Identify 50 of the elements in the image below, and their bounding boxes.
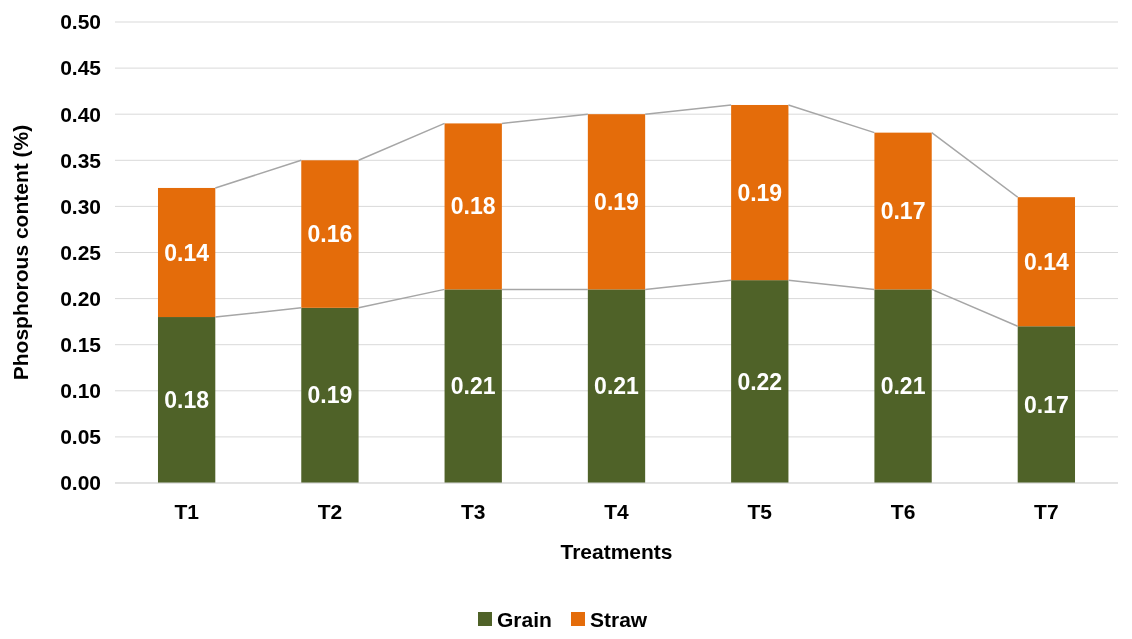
x-tick-label: T4 [604,500,630,523]
x-axis-title: Treatments [560,540,673,563]
legend-label: Straw [590,608,648,631]
data-label: 0.16 [307,221,353,248]
data-label: 0.17 [880,198,926,225]
x-tick-label: T5 [747,500,773,523]
data-label: 0.21 [880,373,926,400]
data-label: 0.18 [450,193,496,220]
data-label: 0.14 [164,239,210,266]
y-tick-label: 0.35 [60,148,102,172]
bar [444,289,502,483]
x-tick-label: T3 [460,500,486,523]
bar [301,160,359,308]
y-tick-label: 0.00 [60,471,101,495]
bar [301,307,359,483]
data-label: 0.21 [450,373,496,400]
x-tick-label: T7 [1034,500,1059,523]
y-tick-label: 0.10 [60,379,101,403]
bar [731,104,789,281]
bar [731,280,789,483]
bar [587,114,646,290]
y-tick-label: 0.20 [60,286,101,310]
bar [874,132,932,290]
data-label: 0.22 [737,368,783,395]
bar [444,123,502,290]
bar [587,289,646,483]
data-label: 0.14 [1023,248,1069,275]
x-tick-label: T2 [317,500,343,523]
bar [874,289,932,483]
x-tick-label: T6 [890,500,916,523]
y-tick-label: 0.05 [60,425,102,449]
y-axis-title: Phosphorous content (%) [9,124,32,381]
legend-label: Grain [497,608,552,631]
bar [1017,197,1076,327]
y-tick-label: 0.50 [60,10,101,34]
y-tick-label: 0.15 [60,333,102,357]
y-tick-label: 0.25 [60,240,102,264]
data-label: 0.19 [737,179,783,206]
data-label: 0.21 [594,373,640,400]
bar [1017,326,1076,483]
data-label: 0.19 [594,188,639,215]
y-tick-label: 0.30 [60,194,101,218]
bar [157,317,216,483]
data-label: 0.17 [1023,391,1069,418]
bar [157,187,216,318]
y-tick-label: 0.45 [60,56,102,80]
x-tick-label: T1 [174,500,200,523]
data-label: 0.19 [307,382,353,409]
y-tick-label: 0.40 [60,102,101,126]
data-label: 0.18 [164,387,210,414]
